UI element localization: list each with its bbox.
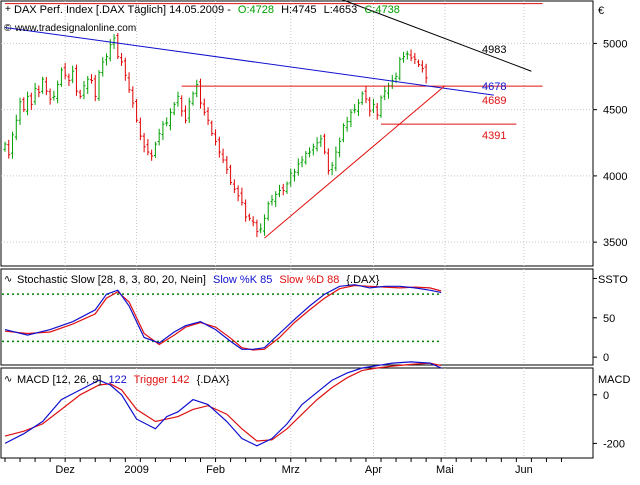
red-support-line [264, 85, 446, 239]
copyright-icon: © [4, 23, 12, 34]
x-tick-label: 2009 [124, 464, 148, 476]
stochastic-title: Stochastic Slow [28, 8, 3, 80, 20, Nein] [17, 274, 206, 286]
x-tick-label: Feb [206, 464, 225, 476]
macd-panel [0, 367, 594, 459]
hline-4983-label: 4983 [482, 44, 506, 56]
stochastic-k-label: Slow %K 85 [213, 274, 272, 286]
stochastic-y-tick-label: 50 [603, 313, 615, 325]
x-tick-label: Dez [55, 464, 75, 476]
price-y-tick-label: 4000 [603, 171, 627, 183]
currency-label: € [598, 5, 604, 17]
price-panel [0, 0, 594, 267]
macd-trigger-label: Trigger 142 [134, 374, 190, 386]
macd-header: MACD [12, 26, 9] 122 Trigger 142 {.DAX} [17, 374, 230, 386]
stochastic-d-line [4, 284, 442, 351]
expand-icon[interactable]: + [5, 4, 11, 15]
macd-wave-icon: ∿ [4, 374, 12, 385]
x-tick-label: Jun [515, 464, 533, 476]
stochastic-right-label: SSTO [598, 274, 628, 286]
hline-4689-label: 4689 [482, 95, 506, 107]
stochastic-y-tick-label: 0 [603, 352, 609, 364]
price-y-tick-label: 3500 [603, 237, 627, 249]
macd-value-label: 122 [108, 374, 126, 386]
price-y-tick-label: 5000 [603, 38, 627, 50]
macd-line [4, 361, 442, 447]
price-y-tick-label: 4500 [603, 105, 627, 117]
blue-trendline [4, 27, 494, 96]
stochastic-wave-icon: ∿ [4, 274, 12, 285]
x-tick-label: Mai [436, 464, 454, 476]
stochastic-suffix: {.DAX} [346, 274, 379, 286]
price-header: DAX Perf. Index [.DAX Täglich] 14.05.200… [14, 4, 400, 16]
macd-suffix: {.DAX} [197, 374, 230, 386]
stochastic-header: Stochastic Slow [28, 8, 3, 80, 20, Nein]… [17, 274, 380, 286]
macd-right-label: MACD [598, 374, 630, 386]
macd-title: MACD [12, 26, 9] [17, 374, 101, 386]
header-low: L:4653 [324, 4, 358, 16]
hline-4391-label: 4391 [482, 130, 506, 142]
black-trendline [341, 0, 532, 72]
header-open: O:4728 [238, 4, 274, 16]
price-marks: 4983 4678 4689 4391 [1, 0, 593, 458]
x-tick-label: Mrz [282, 464, 300, 476]
macd-trigger-line [4, 362, 442, 442]
macd-marks [4, 361, 442, 447]
header-label: DAX Perf. Index [.DAX Täglich] 14.05.200… [14, 4, 231, 16]
header-close: C:4738 [364, 4, 399, 16]
stochastic-marks [2, 284, 442, 351]
watermark: www.tradesignalonline.com [14, 23, 136, 34]
macd-y-tick-label: 0 [603, 390, 609, 402]
macd-y-tick-label: -200 [603, 438, 625, 450]
stochastic-d-label: Slow %D 88 [279, 274, 339, 286]
hline-4678-label: 4678 [482, 81, 506, 93]
axes: 3500 4000 4500 5000 Dez 2009 Feb Mrz Apr Mai Jun 0 5… [4, 38, 627, 476]
header-high: H:4745 [281, 4, 316, 16]
stochastic-k-line [4, 284, 442, 350]
x-tick-label: Apr [365, 464, 382, 476]
